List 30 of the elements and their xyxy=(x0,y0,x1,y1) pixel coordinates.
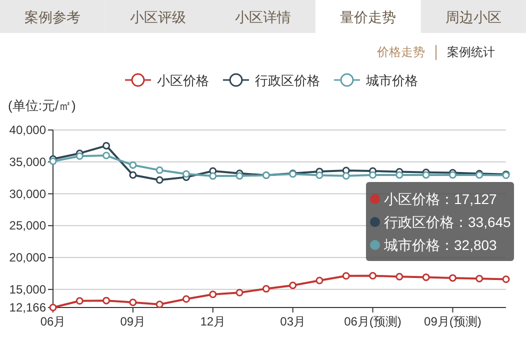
y-axis-title: (单位:元/㎡) xyxy=(8,98,76,113)
y-tick-label: 40,000 xyxy=(9,123,46,137)
legend-label: 城市价格 xyxy=(365,73,418,88)
x-tick-label: 03月 xyxy=(280,314,306,328)
legend-label: 行政区价格 xyxy=(255,73,320,88)
tab: 小区评级 xyxy=(105,0,210,33)
annotation: 小区价格：17,127 xyxy=(384,191,498,207)
legend-label: 小区价格 xyxy=(157,73,209,88)
x-tick-label: 06月 xyxy=(40,314,66,328)
tab: 案例参考 xyxy=(0,0,106,33)
legend-item: 城市价格 xyxy=(334,73,418,88)
x-tick-label: 09月 xyxy=(120,314,146,328)
annotation: 行政区价格：33,645 xyxy=(384,214,512,230)
x-tick-label: 06月(预测) xyxy=(344,314,402,328)
y-tick-label: 30,000 xyxy=(9,186,46,201)
tooltip: 小区价格：17,127 行政区价格：33,645 城市价格：32,803 xyxy=(366,182,514,261)
legend-item: 行政区价格 xyxy=(223,73,320,88)
legend-item: 小区价格 xyxy=(125,73,209,88)
annotation: 城市价格：32,803 xyxy=(383,237,498,253)
tab: 周边小区 xyxy=(420,0,526,33)
y-tick-label: 20,000 xyxy=(9,250,46,265)
text: 价格走势 xyxy=(376,45,425,59)
y-tick-label: 35,000 xyxy=(9,154,46,169)
y-tick-label: 15,000 xyxy=(9,282,46,296)
x-tick-label: 09月(预测) xyxy=(424,314,482,328)
y-tick-label: 25,000 xyxy=(9,218,46,233)
y-tick-label: 12,166 xyxy=(9,300,46,314)
tab: 小区详情 xyxy=(210,0,316,33)
text: 案例统计 xyxy=(447,45,495,59)
x-tick-label: 12月 xyxy=(200,314,226,328)
